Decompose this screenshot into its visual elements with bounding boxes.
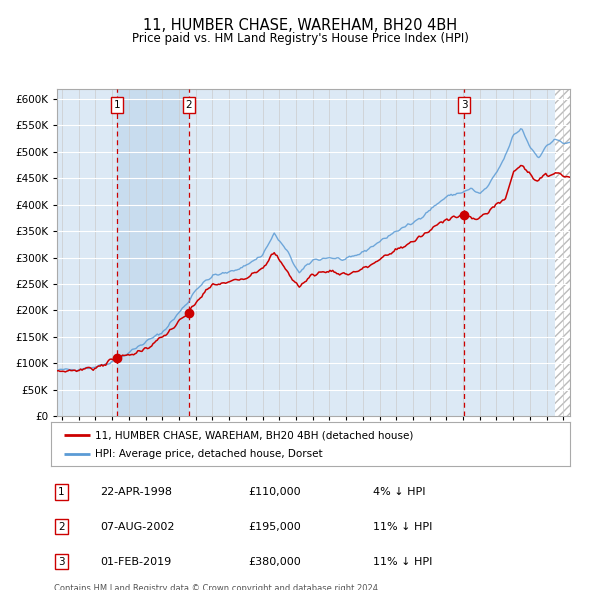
Text: 3: 3 — [58, 556, 65, 566]
Bar — [555, 46, 570, 416]
Text: 11% ↓ HPI: 11% ↓ HPI — [373, 556, 432, 566]
Text: 3: 3 — [461, 100, 468, 110]
Text: 11% ↓ HPI: 11% ↓ HPI — [373, 522, 432, 532]
Text: £110,000: £110,000 — [248, 487, 301, 497]
Text: 22-APR-1998: 22-APR-1998 — [100, 487, 172, 497]
Text: £380,000: £380,000 — [248, 556, 301, 566]
Text: 1: 1 — [114, 100, 121, 110]
Text: Price paid vs. HM Land Registry's House Price Index (HPI): Price paid vs. HM Land Registry's House … — [131, 32, 469, 45]
Text: £195,000: £195,000 — [248, 522, 301, 532]
Text: Contains HM Land Registry data © Crown copyright and database right 2024.: Contains HM Land Registry data © Crown c… — [54, 584, 380, 590]
Text: 2: 2 — [185, 100, 193, 110]
Text: 1: 1 — [58, 487, 65, 497]
Text: 11, HUMBER CHASE, WAREHAM, BH20 4BH (detached house): 11, HUMBER CHASE, WAREHAM, BH20 4BH (det… — [95, 430, 413, 440]
Text: 4% ↓ HPI: 4% ↓ HPI — [373, 487, 425, 497]
Text: 11, HUMBER CHASE, WAREHAM, BH20 4BH: 11, HUMBER CHASE, WAREHAM, BH20 4BH — [143, 18, 457, 32]
Bar — [555, 88, 570, 416]
Text: HPI: Average price, detached house, Dorset: HPI: Average price, detached house, Dors… — [95, 449, 323, 458]
Text: 01-FEB-2019: 01-FEB-2019 — [100, 556, 172, 566]
Bar — [118, 88, 189, 416]
Text: 2: 2 — [58, 522, 65, 532]
Text: 07-AUG-2002: 07-AUG-2002 — [100, 522, 175, 532]
